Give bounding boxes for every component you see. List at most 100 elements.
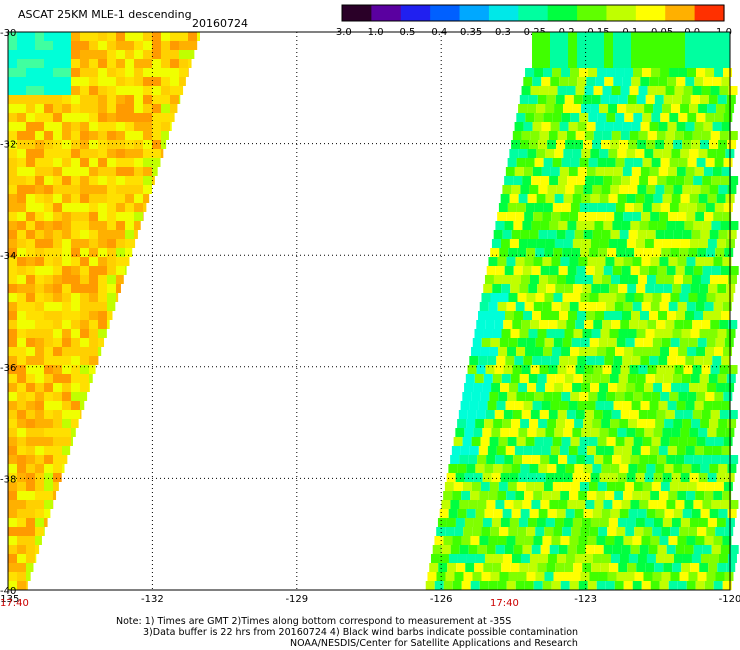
swath-cell: [572, 194, 582, 203]
swath-cell: [534, 68, 544, 77]
swath-cell: [720, 500, 730, 509]
swath-cell: [638, 131, 648, 140]
swath-cell: [545, 104, 555, 113]
swath-cell: [621, 455, 631, 464]
swath-cell: [53, 464, 62, 473]
lat-tick-label: -38: [0, 474, 16, 485]
swath-cell: [529, 230, 539, 239]
swath-cell: [708, 284, 718, 293]
swath-cell: [697, 527, 707, 536]
swath-cell: [555, 95, 565, 104]
swath-cell: [608, 383, 618, 392]
swath-cell: [592, 419, 602, 428]
swath-cell: [643, 527, 653, 536]
swath-cell: [599, 149, 609, 158]
swath-cell: [715, 293, 725, 302]
swath-cell: [658, 32, 667, 68]
swath-cell: [89, 239, 98, 248]
swath-cell: [633, 437, 643, 446]
swath-cell: [700, 230, 710, 239]
swath-cell: [571, 527, 581, 536]
swath-cell: [671, 239, 681, 248]
swath-cell: [515, 302, 525, 311]
swath-cell: [556, 275, 566, 284]
swath-cell: [669, 437, 679, 446]
swath-cell: [550, 167, 560, 176]
swath-cell: [552, 158, 562, 167]
swath-cell: [652, 293, 662, 302]
swath-cell: [170, 41, 179, 50]
swath-cell: [71, 212, 80, 221]
swath-cell: [35, 500, 44, 509]
swath-cell: [44, 446, 53, 455]
swath-cell: [613, 77, 623, 86]
swath-cell: [595, 122, 605, 131]
swath-cell: [434, 581, 444, 590]
swath-cell: [80, 383, 89, 392]
swath-cell: [579, 68, 589, 77]
swath-cell: [626, 194, 636, 203]
swath-cell: [623, 491, 633, 500]
swath-cell: [602, 410, 612, 419]
swath-cell: [71, 302, 80, 311]
swath-cell: [627, 95, 637, 104]
swath-cell: [89, 149, 98, 158]
swath-cell: [17, 392, 26, 401]
swath-cell: [584, 320, 594, 329]
swath-cell: [619, 419, 629, 428]
swath-cell: [579, 392, 589, 401]
swath-cell: [576, 500, 586, 509]
swath-cell: [17, 293, 26, 302]
swath-cell: [35, 410, 44, 419]
swath-cell: [179, 41, 188, 50]
swath-cell: [642, 68, 652, 77]
swath-cell: [98, 275, 107, 284]
swath-cell: [35, 32, 44, 41]
swath-cell: [497, 302, 507, 311]
swath-cell: [35, 509, 44, 518]
swath-cell: [559, 77, 569, 86]
swath-cell: [646, 185, 656, 194]
swath-cell: [626, 473, 636, 482]
swath-cell: [44, 167, 53, 176]
swath-cell: [622, 167, 632, 176]
swath-cell: [557, 410, 567, 419]
swath-cell: [713, 257, 723, 266]
swath-cell: [53, 131, 62, 140]
swath-cell: [597, 203, 607, 212]
swath-cell: [107, 176, 116, 185]
swath-cell: [645, 284, 655, 293]
swath-cell: [495, 221, 505, 230]
swath-cell: [582, 95, 592, 104]
swath-cell: [170, 32, 179, 41]
swath-cell: [528, 374, 538, 383]
swath-cell: [623, 257, 633, 266]
swath-cell: [578, 536, 588, 545]
swath-cell: [71, 401, 80, 410]
swath-cell: [116, 167, 125, 176]
swath-cell: [44, 257, 53, 266]
swath-cell: [533, 212, 543, 221]
swath-cell: [715, 527, 725, 536]
swath-cell: [71, 293, 80, 302]
swath-cell: [572, 518, 582, 527]
swath-cell: [463, 527, 473, 536]
swath-cell: [143, 194, 150, 203]
swath-cell: [17, 563, 26, 572]
swath-cell: [152, 59, 161, 68]
swath-cell: [668, 302, 678, 311]
swath-cell: [161, 104, 170, 113]
swath-cell: [700, 140, 710, 149]
swath-cell: [500, 428, 510, 437]
swath-cell: [686, 212, 696, 221]
swath-cell: [62, 95, 71, 104]
swath-cell: [617, 473, 627, 482]
swath-cell: [700, 275, 710, 284]
swath-cell: [512, 320, 522, 329]
swath-cell: [677, 581, 687, 590]
swath-cell: [531, 500, 541, 509]
swath-cell: [707, 473, 717, 482]
swath-cell: [700, 464, 710, 473]
swath-cell: [44, 302, 53, 311]
